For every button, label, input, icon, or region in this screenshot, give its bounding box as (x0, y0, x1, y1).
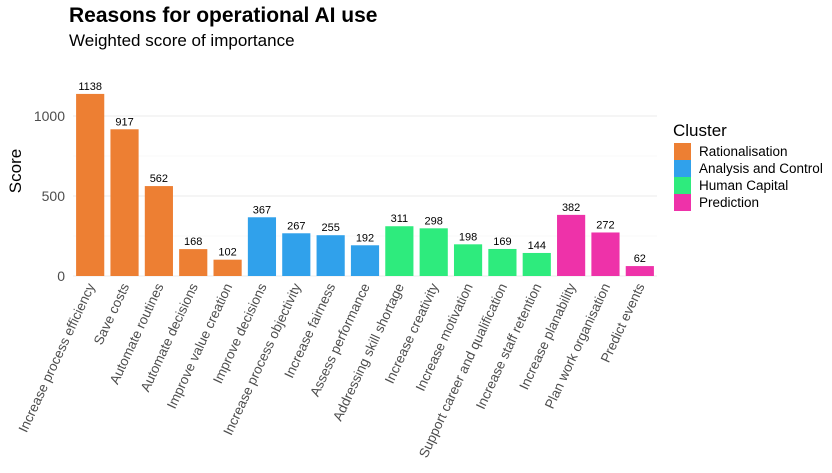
data-label: 169 (493, 236, 511, 248)
bar (419, 228, 448, 276)
legend-label: Human Capital (699, 178, 788, 193)
legend-label: Rationalisation (699, 144, 788, 159)
x-tick-label: Plan work organisation (542, 281, 613, 411)
legend-title: Cluster (673, 121, 727, 140)
data-label: 192 (356, 232, 374, 244)
legend-label: Prediction (699, 195, 759, 210)
y-tick-label: 500 (42, 188, 66, 204)
y-tick-label: 1000 (34, 108, 65, 124)
data-label: 382 (562, 202, 580, 214)
data-label: 1138 (78, 81, 102, 93)
bar (282, 233, 311, 276)
data-label: 102 (218, 247, 236, 259)
data-labels: 1138 917 562 168 102 367 267 255 192 311 298 198 169… (78, 81, 646, 265)
bar (144, 186, 173, 276)
data-label: 311 (391, 213, 409, 225)
legend-key (674, 177, 691, 194)
legend-key (674, 194, 691, 211)
bar (179, 249, 208, 276)
data-label: 272 (596, 219, 614, 231)
bar (350, 245, 380, 276)
bar (488, 248, 517, 276)
bar (557, 214, 586, 276)
bar (76, 93, 105, 276)
x-tick-label: Improve value creation (164, 281, 235, 411)
bar (591, 232, 620, 276)
y-tick-label: 0 (57, 268, 65, 284)
legend: Cluster Rationalisation Analysis and Cont… (673, 121, 823, 211)
chart-title: Reasons for operational AI use (69, 4, 378, 27)
bar (247, 217, 277, 276)
bar (453, 244, 483, 276)
y-axis: 0 500 1000 (34, 108, 65, 284)
legend-key (674, 143, 691, 160)
bar (625, 266, 654, 276)
data-label: 144 (528, 240, 546, 252)
y-axis-title: Score (6, 149, 25, 193)
data-label: 198 (459, 231, 477, 243)
bar (385, 226, 414, 276)
bar (110, 129, 139, 276)
data-label: 917 (115, 116, 133, 128)
chart-subtitle: Weighted score of importance (69, 31, 295, 50)
bars (76, 93, 654, 276)
data-label: 367 (253, 204, 271, 216)
data-label: 298 (425, 215, 443, 227)
data-label: 255 (321, 222, 339, 234)
legend-key (674, 160, 691, 177)
bar (316, 235, 345, 276)
x-tick-label: Increase process efficiency (16, 281, 98, 435)
data-label: 267 (287, 220, 305, 232)
bar (213, 259, 242, 276)
data-label: 562 (150, 173, 168, 185)
legend-label: Analysis and Control (699, 161, 823, 176)
data-label: 168 (184, 236, 202, 248)
bar (522, 252, 551, 276)
data-label: 62 (634, 253, 646, 265)
